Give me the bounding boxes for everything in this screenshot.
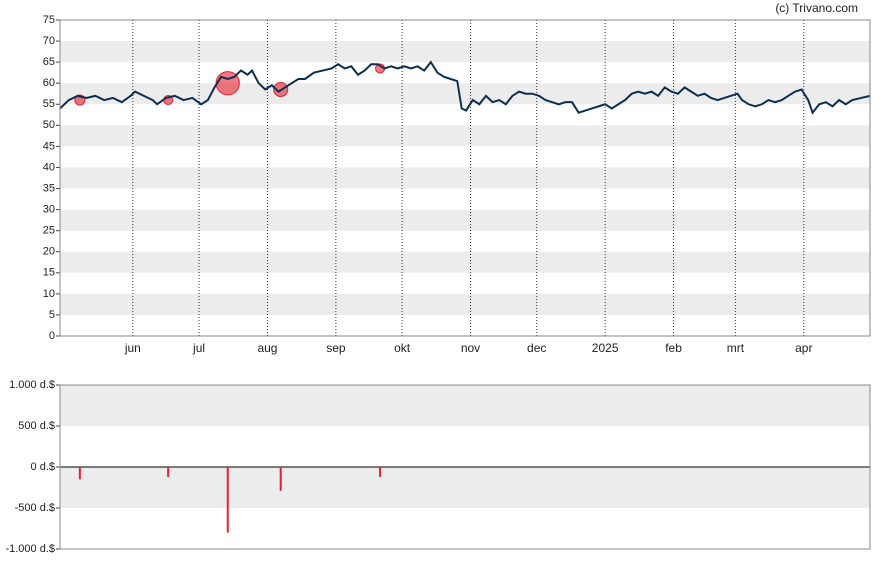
- y-tick-label: 75: [43, 14, 55, 26]
- bar: [78, 467, 81, 480]
- x-tick-label: apr: [795, 341, 812, 355]
- y-tick-label: 0: [49, 330, 55, 342]
- x-tick-label: aug: [257, 341, 277, 355]
- grid-band: [60, 83, 870, 105]
- x-tick-label: 2025: [592, 341, 619, 355]
- x-tick-label: feb: [665, 341, 682, 355]
- grid-band: [60, 125, 870, 147]
- y-tick-label: 0 d.$: [31, 461, 55, 473]
- x-tick-label: jun: [124, 341, 141, 355]
- bar: [279, 467, 282, 491]
- watermark: (c) Trivano.com: [775, 1, 858, 15]
- y-tick-label: 50: [43, 119, 55, 131]
- x-tick-label: sep: [326, 341, 346, 355]
- y-tick-label: 70: [43, 35, 55, 47]
- x-tick-label: dec: [527, 341, 546, 355]
- plot-frame: [59, 384, 871, 550]
- grid-band: [60, 41, 870, 63]
- y-tick-label: 30: [43, 204, 55, 216]
- y-tick-label: 55: [43, 98, 55, 110]
- x-tick-label: okt: [394, 341, 411, 355]
- grid-band: [60, 467, 870, 508]
- y-tick-label: 65: [43, 56, 55, 68]
- grid-band: [60, 209, 870, 231]
- y-tick-label: 40: [43, 161, 55, 173]
- x-tick-label: nov: [461, 341, 480, 355]
- y-tick-label: -1.000 d.$: [5, 543, 55, 555]
- plot-frame: [59, 19, 871, 337]
- bar: [226, 467, 229, 533]
- y-tick-label: 1.000 d.$: [9, 379, 55, 391]
- y-tick-label: 35: [43, 182, 55, 194]
- x-tick-label: jul: [192, 341, 205, 355]
- bar: [167, 467, 170, 477]
- y-tick-label: 5: [49, 309, 55, 321]
- y-tick-label: 10: [43, 288, 55, 300]
- grid-band: [60, 167, 870, 189]
- bar: [379, 467, 382, 477]
- x-tick-label: mrt: [727, 341, 745, 355]
- y-tick-label: 45: [43, 140, 55, 152]
- grid-band: [60, 251, 870, 273]
- y-tick-label: 25: [43, 225, 55, 237]
- y-tick-label: 60: [43, 77, 55, 89]
- y-tick-label: 15: [43, 267, 55, 279]
- grid-band: [60, 293, 870, 315]
- y-tick-label: 500 d.$: [18, 420, 55, 432]
- price-line: [59, 60, 871, 115]
- y-tick-label: -500 d.$: [15, 502, 55, 514]
- grid-band: [60, 385, 870, 426]
- y-tick-label: 20: [43, 246, 55, 258]
